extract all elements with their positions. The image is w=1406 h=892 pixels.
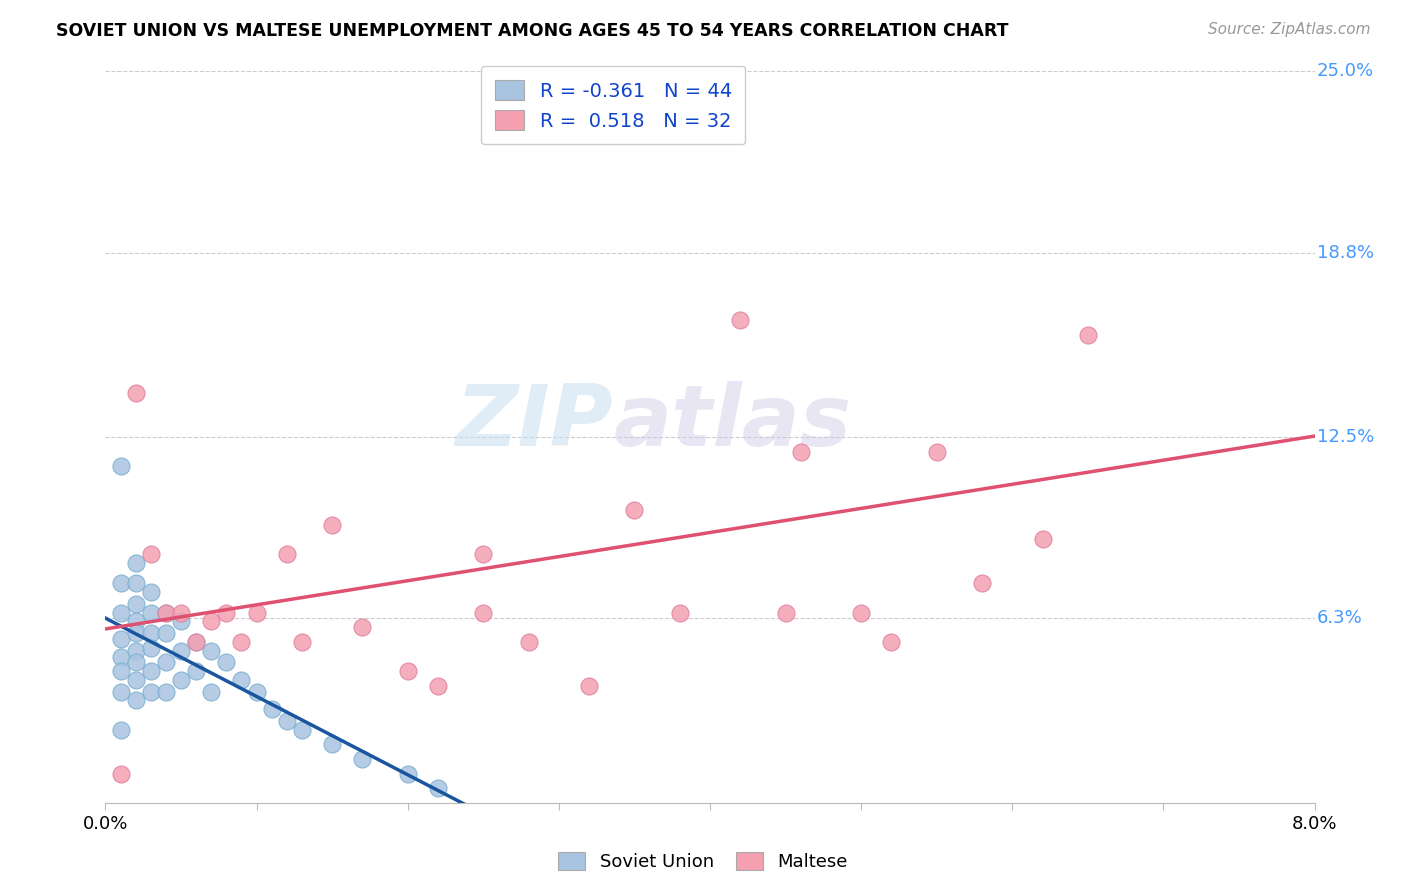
Point [110,576,132,591]
Point [276,547,298,561]
Point [669,606,692,620]
Point [352,620,374,634]
Point [186,664,208,678]
Point [110,723,132,737]
Point [925,444,948,458]
Point [110,766,132,780]
Point [139,640,162,655]
Point [200,643,222,657]
Point [110,664,132,678]
Point [124,673,148,687]
Point [321,517,343,532]
Point [231,673,253,687]
Legend: R = -0.361   N = 44, R =  0.518   N = 32: R = -0.361 N = 44, R = 0.518 N = 32 [481,66,745,145]
Point [155,606,177,620]
Point [427,679,450,693]
Text: atlas: atlas [613,381,852,464]
Point [139,684,162,698]
Point [124,386,148,401]
Point [880,635,903,649]
Point [139,547,162,561]
Point [124,576,148,591]
Point [200,684,222,698]
Point [260,702,283,716]
Point [139,664,162,678]
Point [155,606,177,620]
Point [200,615,222,629]
Point [472,606,495,620]
Text: SOVIET UNION VS MALTESE UNEMPLOYMENT AMONG AGES 45 TO 54 YEARS CORRELATION CHART: SOVIET UNION VS MALTESE UNEMPLOYMENT AMO… [56,22,1008,40]
Point [276,714,298,728]
Point [215,656,238,670]
Point [155,684,177,698]
Point [517,635,540,649]
Point [1077,327,1099,342]
Point [775,606,797,620]
Text: 12.5%: 12.5% [1317,428,1374,446]
Point [110,649,132,664]
Point [124,615,148,629]
Point [110,632,132,646]
Point [110,459,132,474]
Text: 6.3%: 6.3% [1317,609,1362,627]
Point [139,585,162,599]
Text: 25.0%: 25.0% [1317,62,1374,80]
Point [170,615,193,629]
Point [472,547,495,561]
Point [124,643,148,657]
Point [124,656,148,670]
Point [170,606,193,620]
Point [578,679,600,693]
Text: 18.8%: 18.8% [1317,244,1374,261]
Point [246,684,269,698]
Point [231,635,253,649]
Point [186,635,208,649]
Point [110,684,132,698]
Point [170,673,193,687]
Point [352,752,374,766]
Point [155,626,177,640]
Point [396,766,419,780]
Point [730,313,752,327]
Point [139,626,162,640]
Point [124,597,148,611]
Point [623,503,645,517]
Point [246,606,269,620]
Point [851,606,873,620]
Point [790,444,813,458]
Legend: Soviet Union, Maltese: Soviet Union, Maltese [551,845,855,879]
Point [124,693,148,707]
Point [124,556,148,570]
Text: Source: ZipAtlas.com: Source: ZipAtlas.com [1208,22,1371,37]
Point [124,626,148,640]
Point [396,664,419,678]
Text: ZIP: ZIP [456,381,613,464]
Point [291,635,314,649]
Point [291,723,314,737]
Point [170,643,193,657]
Point [139,606,162,620]
Point [427,781,450,796]
Point [186,635,208,649]
Point [972,576,994,591]
Point [669,123,692,137]
Point [155,656,177,670]
Point [110,606,132,620]
Point [215,606,238,620]
Point [1032,533,1054,547]
Point [321,737,343,751]
